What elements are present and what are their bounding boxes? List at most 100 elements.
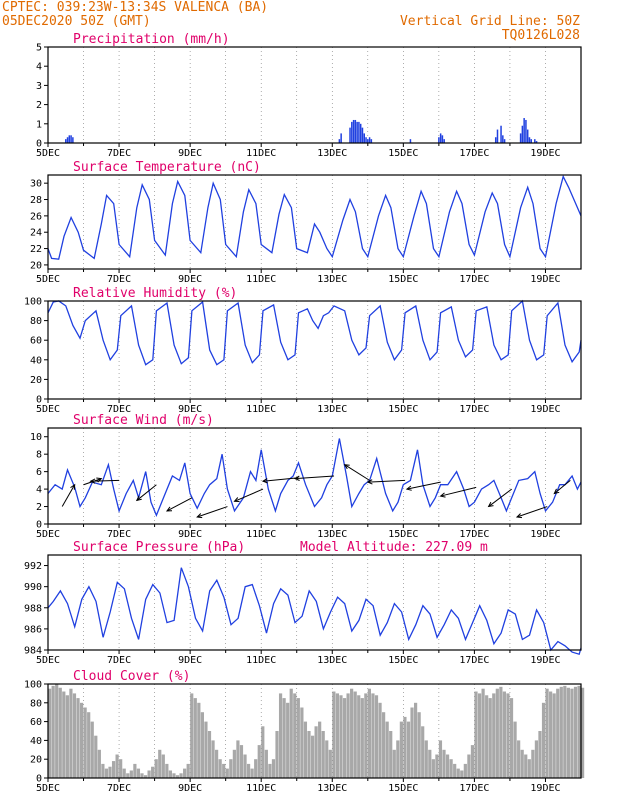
cloud-bar <box>193 698 197 778</box>
cloud-bar <box>506 693 510 778</box>
cloud-bar <box>94 735 98 778</box>
temp-ytick-label: 30 <box>30 179 42 190</box>
cloud-bar <box>129 770 133 778</box>
rh-xtick-label: 5DEC <box>36 404 60 415</box>
cloud-bar <box>374 695 379 778</box>
pres-ytick-label: 992 <box>24 561 42 572</box>
precip-bar <box>530 139 533 143</box>
precip-bar <box>351 121 353 143</box>
precip-bar <box>338 139 341 143</box>
cloud-bar <box>48 688 52 778</box>
cloud-bar <box>218 759 222 778</box>
precip-bar <box>358 121 360 143</box>
cloud-bar <box>289 688 293 778</box>
precip-bar <box>503 139 506 143</box>
cloud-bar <box>318 721 322 778</box>
precip-bar <box>70 135 72 143</box>
precip-bar <box>496 129 499 143</box>
wind-wind-arrowhead <box>439 492 446 498</box>
rh-series-line <box>47 299 582 366</box>
cloud-bar <box>215 749 219 778</box>
cloud-bar <box>531 749 535 778</box>
temp-ytick-label: 28 <box>30 195 42 206</box>
wind-wind-arrowhead <box>553 488 560 495</box>
cloud-bar <box>389 731 393 778</box>
precip-xtick-label: 5DEC <box>36 148 60 159</box>
precip-bar <box>525 119 527 143</box>
wind-xtick-label: 19DEC <box>530 529 560 540</box>
precip-bar <box>439 133 442 143</box>
cloud-bar <box>364 693 368 778</box>
pres-xtick-label: 15DEC <box>388 655 418 666</box>
cloud-bar <box>79 702 84 778</box>
cloud-bar <box>133 763 137 778</box>
cloud-bar <box>168 770 173 778</box>
cloud-bar <box>403 716 407 778</box>
cloud-bar <box>410 707 414 778</box>
precip-ytick-label: 0 <box>36 139 42 150</box>
wind-series-line <box>47 438 582 518</box>
cloud-bar <box>211 740 215 778</box>
cloud-bar <box>382 712 386 778</box>
wind-wind-vector <box>262 477 299 482</box>
wind-wind-arrowhead <box>405 485 412 491</box>
cloud-bar <box>332 691 336 778</box>
precip-bar <box>354 119 357 143</box>
cloud-bar <box>250 768 254 778</box>
cloud-bar <box>421 726 425 778</box>
precip-bar <box>494 137 497 143</box>
wind-wind-vector <box>90 479 120 482</box>
wind-wind-vector <box>61 484 76 507</box>
cloud-bar <box>261 726 265 778</box>
wind-ytick-label: 0 <box>36 520 42 531</box>
cloud-bar <box>328 749 332 778</box>
wind-title: Surface Wind (m/s) <box>73 413 214 428</box>
cloud-bar <box>573 686 578 778</box>
run-date: 05DEC2020 50Z (GMT) <box>2 14 151 29</box>
precip-bar <box>65 139 67 143</box>
pres-series-line <box>47 567 582 656</box>
precip-bar <box>500 125 502 143</box>
cloud-bar <box>268 763 272 778</box>
cloud-xtick-label: 17DEC <box>459 783 489 794</box>
cloud-bar <box>556 688 560 778</box>
cloud-bar <box>172 773 176 778</box>
precip-bar <box>519 133 522 143</box>
cloud-bar <box>55 684 59 778</box>
cloud-bar <box>111 761 116 778</box>
temp-title: Surface Temperature (nC) <box>73 160 261 175</box>
pres-annotation: Model Altitude: 227.09 m <box>300 540 488 555</box>
pres-xtick-label: 17DEC <box>459 655 489 666</box>
cloud-bar <box>570 688 574 778</box>
wind-wind-vector <box>344 464 370 481</box>
temp-series-line <box>47 174 582 260</box>
cloud-bar <box>552 693 556 778</box>
cloud-bar <box>453 763 457 778</box>
precip-bar <box>352 119 355 143</box>
wind-ytick-label: 10 <box>30 432 42 443</box>
cloud-bar <box>264 749 268 778</box>
temp-xtick-label: 15DEC <box>388 274 418 285</box>
cloud-bar <box>485 695 489 778</box>
cloud-bar <box>243 754 247 778</box>
cloud-bar <box>492 693 496 778</box>
temp-xtick-label: 11DEC <box>246 274 276 285</box>
cloud-bar <box>413 702 418 778</box>
cloud-bar <box>271 759 276 778</box>
cloud-bar <box>424 740 428 778</box>
cloud-bar <box>246 763 251 778</box>
cloud-ytick-label: 60 <box>30 717 42 728</box>
cloud-bar <box>524 754 528 778</box>
cloud-bar <box>509 698 514 778</box>
temp-frame <box>47 174 582 270</box>
cloud-bar <box>428 749 432 778</box>
cloud-bar <box>76 698 80 778</box>
precip-bar <box>349 127 351 143</box>
precip-bar <box>363 133 365 143</box>
cloud-bar <box>115 754 119 778</box>
cloud-xtick-label: 5DEC <box>36 783 60 794</box>
cloud-bar <box>197 702 201 778</box>
cloud-bar <box>154 759 158 778</box>
cloud-panel: 0 20 40 60 80 100 5DEC 7DEC 9DEC 11DEC 13DEC 15DEC 1… <box>24 669 585 794</box>
cloud-bar <box>385 721 389 778</box>
